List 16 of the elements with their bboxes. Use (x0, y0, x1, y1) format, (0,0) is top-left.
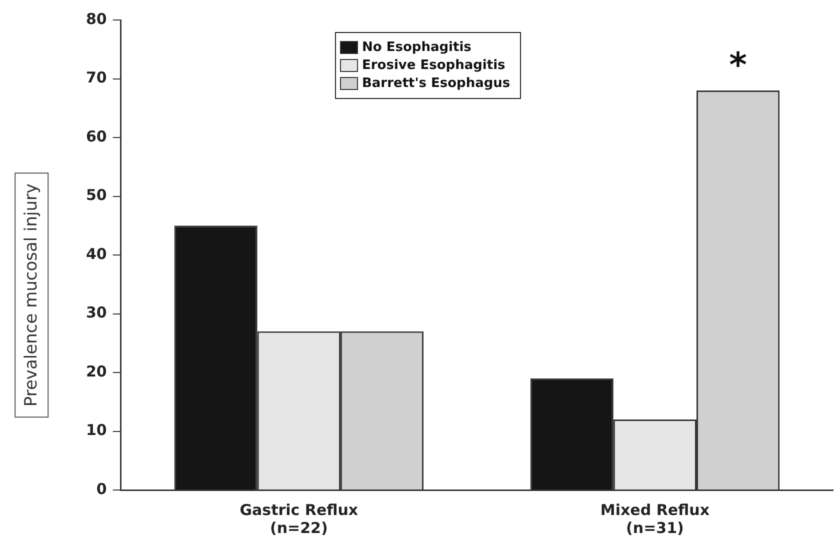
y-tick-label: 70 (86, 68, 107, 87)
y-tick-label: 40 (86, 244, 107, 263)
x-tick-label: Mixed Reflux (n=31) (600, 500, 710, 537)
legend-label: Barrett's Esophagus (362, 76, 510, 91)
y-tick-label: 20 (86, 362, 107, 380)
annotation: * (729, 45, 748, 86)
legend-label: No Esophagitis (362, 40, 472, 55)
y-tick-label: 60 (86, 127, 107, 146)
y-axis-title: Prevalence mucosal injury (15, 172, 50, 418)
legend-label: Erosive Esophagitis (362, 58, 506, 73)
x-tick-label: Gastric Reflux (n=22) (240, 500, 358, 537)
y-tick-label: 50 (86, 186, 107, 204)
y-tick-label: 0 (96, 480, 107, 498)
y-tick-label: 10 (86, 421, 107, 440)
y-tick-label: 30 (86, 304, 107, 322)
y-tick-label: 80 (86, 10, 107, 28)
